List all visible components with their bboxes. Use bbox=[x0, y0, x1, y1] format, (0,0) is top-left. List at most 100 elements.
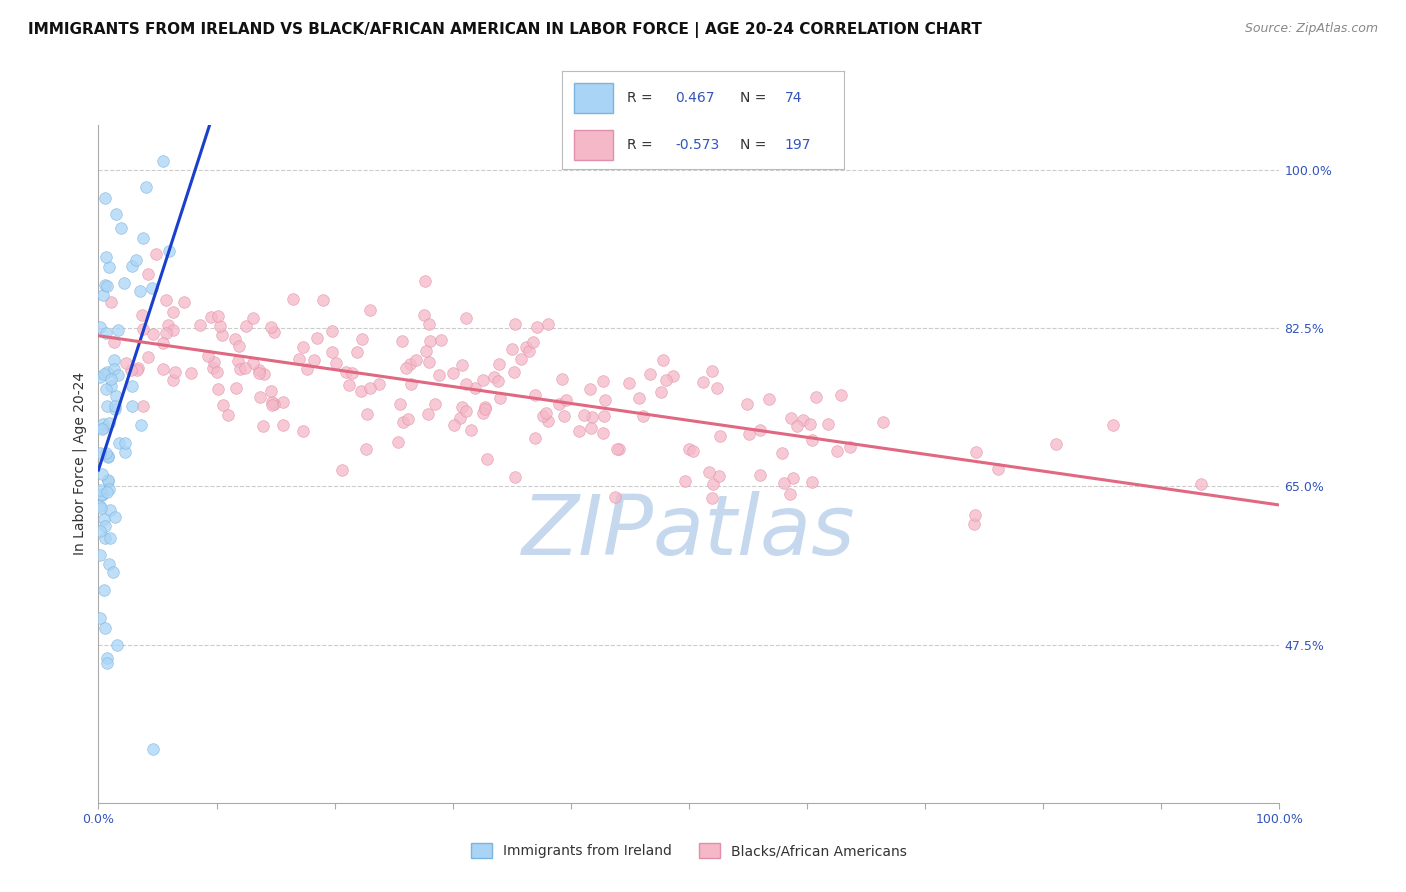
Point bbox=[412, 308, 434, 322]
Point bbox=[162, 373, 184, 387]
Point bbox=[125, 363, 148, 377]
Point bbox=[346, 345, 368, 359]
Point bbox=[104, 399, 127, 413]
Point bbox=[515, 340, 537, 354]
Point bbox=[97, 416, 120, 430]
Point bbox=[107, 368, 129, 383]
Point bbox=[340, 366, 363, 380]
Point bbox=[1189, 476, 1212, 491]
Point bbox=[155, 326, 177, 341]
Point bbox=[359, 380, 381, 394]
Point bbox=[89, 370, 111, 384]
Point bbox=[522, 335, 544, 350]
Point bbox=[263, 397, 285, 411]
Point bbox=[533, 409, 555, 424]
Point bbox=[94, 446, 117, 460]
Point bbox=[356, 407, 378, 421]
Point bbox=[517, 343, 540, 358]
Text: 197: 197 bbox=[785, 138, 811, 152]
Point bbox=[524, 388, 547, 402]
Point bbox=[96, 365, 118, 379]
Point bbox=[96, 326, 118, 340]
Point bbox=[607, 442, 630, 456]
Point bbox=[89, 524, 111, 538]
Point bbox=[136, 268, 159, 282]
Point bbox=[536, 406, 558, 420]
Point bbox=[592, 374, 614, 388]
Point bbox=[112, 276, 135, 290]
Point bbox=[581, 421, 603, 435]
Point bbox=[697, 465, 720, 479]
Point bbox=[702, 364, 724, 378]
Point bbox=[228, 361, 250, 376]
Point bbox=[212, 398, 235, 412]
Point bbox=[471, 406, 494, 420]
Point bbox=[103, 353, 125, 368]
Point bbox=[93, 622, 115, 636]
Point bbox=[489, 391, 512, 405]
Point bbox=[392, 415, 415, 429]
Point bbox=[262, 395, 284, 409]
Point bbox=[287, 352, 309, 367]
Point bbox=[650, 384, 672, 399]
Point bbox=[321, 345, 343, 359]
Point bbox=[235, 318, 257, 333]
Point bbox=[700, 491, 723, 505]
Point bbox=[127, 360, 149, 375]
Point bbox=[302, 353, 325, 368]
Point bbox=[339, 378, 361, 392]
Point bbox=[387, 434, 409, 449]
Point bbox=[735, 397, 758, 411]
Point bbox=[141, 741, 163, 756]
Point bbox=[152, 361, 174, 376]
Text: IMMIGRANTS FROM IRELAND VS BLACK/AFRICAN AMERICAN IN LABOR FORCE | AGE 20-24 COR: IMMIGRANTS FROM IRELAND VS BLACK/AFRICAN… bbox=[28, 22, 981, 38]
Point bbox=[249, 391, 271, 405]
Point bbox=[449, 411, 471, 425]
Point bbox=[603, 490, 626, 504]
Point bbox=[474, 402, 496, 417]
Point bbox=[423, 397, 446, 411]
Point bbox=[173, 294, 195, 309]
Point bbox=[225, 380, 247, 394]
Point bbox=[93, 512, 115, 526]
Point bbox=[574, 408, 596, 422]
Point bbox=[475, 452, 498, 467]
Point bbox=[249, 366, 271, 380]
Point bbox=[391, 334, 413, 349]
Point bbox=[619, 376, 641, 391]
Point bbox=[217, 409, 239, 423]
Point bbox=[103, 334, 125, 349]
Point bbox=[702, 477, 724, 491]
Point bbox=[100, 531, 122, 545]
Point bbox=[152, 154, 174, 169]
Point bbox=[207, 310, 229, 324]
Y-axis label: In Labor Force | Age 20-24: In Labor Force | Age 20-24 bbox=[73, 372, 87, 556]
Point bbox=[96, 382, 118, 396]
Point bbox=[638, 368, 661, 382]
Point bbox=[537, 317, 560, 331]
Point bbox=[654, 373, 676, 387]
Point bbox=[96, 656, 118, 670]
Legend: Immigrants from Ireland, Blacks/African Americans: Immigrants from Ireland, Blacks/African … bbox=[465, 838, 912, 863]
Point bbox=[93, 368, 115, 382]
Point bbox=[89, 610, 111, 624]
Point bbox=[247, 362, 270, 376]
Point bbox=[100, 294, 122, 309]
Point bbox=[416, 408, 439, 422]
Point bbox=[141, 280, 163, 294]
Point bbox=[89, 320, 111, 334]
Point bbox=[965, 445, 987, 459]
Point bbox=[224, 332, 246, 346]
Point bbox=[456, 310, 478, 325]
Point bbox=[555, 392, 578, 407]
Point bbox=[780, 411, 803, 425]
Point bbox=[526, 320, 548, 334]
Point bbox=[103, 362, 125, 376]
Point bbox=[108, 436, 131, 450]
Point bbox=[651, 353, 673, 368]
Point bbox=[197, 349, 219, 363]
Point bbox=[786, 418, 808, 433]
Point bbox=[804, 390, 827, 404]
Point bbox=[91, 421, 114, 435]
Point bbox=[678, 442, 700, 457]
